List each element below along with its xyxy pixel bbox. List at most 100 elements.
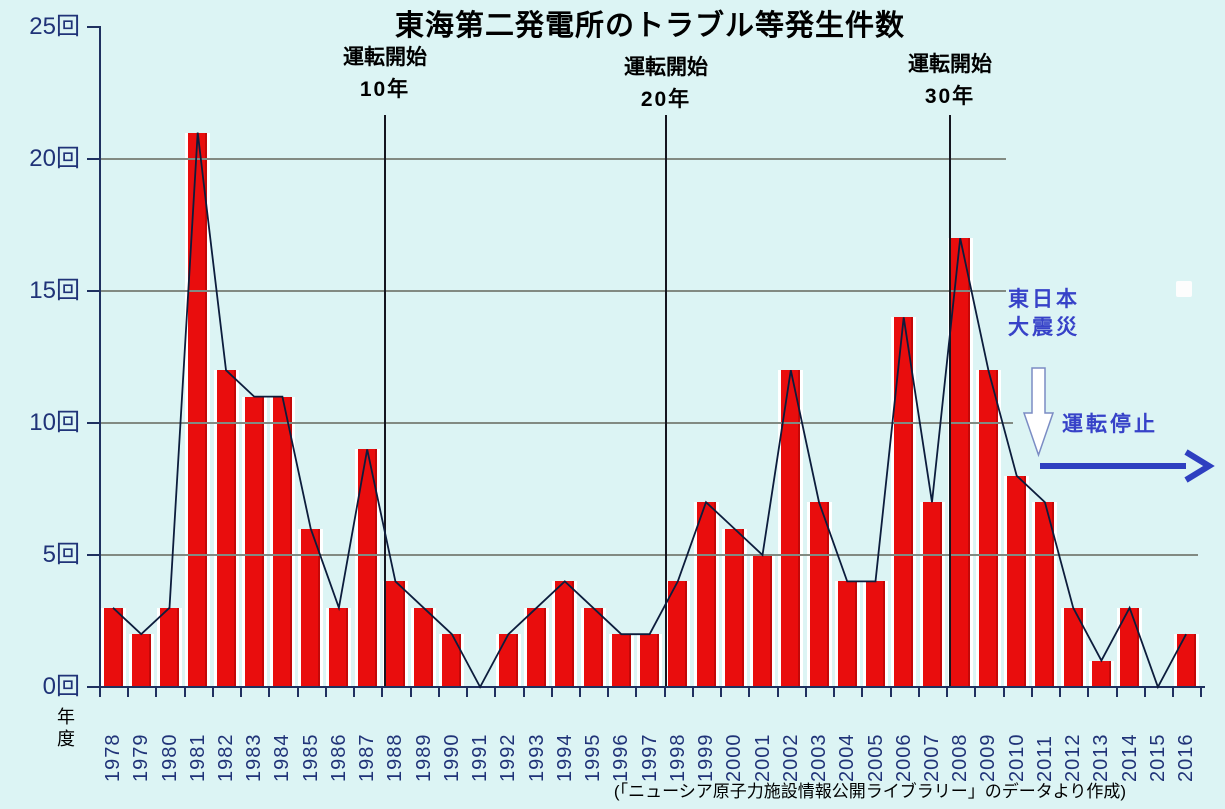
bar-1985 [298,528,324,687]
y-tick-20 [87,158,99,160]
bar-1998 [665,581,691,687]
bar-1979 [128,634,154,687]
y-tick-15 [87,290,99,292]
shutdown-right-arrow-head [1184,449,1215,483]
gridline-5 [101,554,1198,556]
x-tick-26 [833,688,836,697]
x-tick-2 [155,688,158,697]
x-tick-4 [211,688,214,697]
year-label-2002: 2002 [779,733,802,783]
bar-1993 [524,607,550,687]
gridline-15 [101,290,1006,292]
earthquake-label-line2: 大震災 [1008,316,1080,339]
year-label-2000: 2000 [723,733,746,783]
y-tick-5 [87,554,99,556]
x-tick-18 [607,688,610,697]
x-tick-8 [324,688,327,697]
x-axis-title: 年度 [57,707,75,749]
start-mark-10y-line2: 10年 [359,78,411,101]
year-label-1991: 1991 [469,733,492,783]
year-label-2007: 2007 [921,733,943,783]
year-label-1994: 1994 [553,733,576,783]
year-label-2012: 2012 [1062,733,1085,783]
bar-1994 [552,581,578,687]
x-tick-12 [437,688,440,697]
y-tick-label-0: 0回 [42,673,80,700]
x-tick-35 [1087,688,1090,697]
x-tick-5 [240,688,243,697]
year-label-2016: 2016 [1175,733,1198,783]
bar-2014 [1117,607,1143,687]
year-label-1983: 1983 [243,733,266,783]
x-tick-14 [494,688,497,697]
year-label-1989: 1989 [412,733,435,783]
year-label-1990: 1990 [440,733,463,783]
year-label-1982: 1982 [215,733,237,783]
bar-1983 [241,396,267,687]
year-label-2014: 2014 [1118,733,1141,783]
y-tick-label-15: 15回 [29,277,80,304]
x-tick-1 [127,688,130,697]
y-tick-0 [87,686,99,688]
x-axis-line [97,686,1205,688]
y-tick-label-10: 10回 [29,409,80,436]
year-label-2003: 2003 [808,733,830,783]
bar-1989 [411,607,437,687]
year-label-1988: 1988 [384,733,407,783]
year-label-1999: 1999 [695,733,717,783]
y-tick-10 [87,422,99,424]
start-mark-30y: 運転開始 30年 [860,49,1040,113]
bar-1982 [213,370,239,687]
x-tick-34 [1059,688,1061,697]
year-label-1986: 1986 [327,733,350,783]
y-tick-label-25: 25回 [29,13,80,40]
earthquake-label: 東日本 大震災 [1008,286,1080,342]
bar-2000 [721,528,747,687]
year-label-2009: 2009 [977,733,1000,783]
start-line-20y [665,115,667,688]
chart-title: 東海第二発電所のトラブル等発生件数 [394,10,905,42]
start-line-10y [384,115,386,688]
x-tick-29 [917,688,920,697]
bar-2007 [919,502,945,687]
year-label-2011: 2011 [1033,734,1056,782]
earthquake-label-line1: 東日本 [1008,288,1080,311]
bar-1996 [608,634,634,687]
year-label-2001: 2001 [751,733,774,783]
x-tick-3 [183,688,186,697]
start-mark-20y: 運転開始 20年 [576,52,756,116]
start-mark-20y-line2: 20年 [640,88,692,111]
x-tick-21 [691,688,694,697]
source-note: (「ニューシア原子力施設情報公開ライブラリー」のデータより作成) [613,782,1127,801]
bar-1987 [354,449,380,687]
year-label-1992: 1992 [497,733,520,783]
bar-2004 [834,581,860,687]
x-tick-25 [804,688,807,697]
start-mark-10y-line1: 運転開始 [343,46,427,69]
x-tick-0 [98,688,101,697]
x-tick-39 [1200,688,1203,697]
x-tick-23 [748,688,751,697]
bar-1980 [157,607,182,687]
bar-2009 [975,370,1001,687]
year-label-1985: 1985 [299,733,322,783]
bar-1992 [495,634,521,687]
year-label-2015: 2015 [1146,733,1169,783]
bar-1984 [269,396,295,687]
year-label-1980: 1980 [158,733,181,783]
year-label-1987: 1987 [356,733,379,783]
x-tick-22 [720,688,723,697]
bar-2002 [778,370,804,687]
year-label-1981: 1981 [186,733,209,783]
year-label-1998: 1998 [666,733,689,783]
earthquake-down-arrow-icon [1022,367,1055,458]
bar-1988 [382,581,408,687]
start-mark-30y-line1: 運転開始 [908,53,992,76]
bar-2006 [891,317,917,687]
y-tick-label-20: 20回 [29,145,80,172]
y-tick-label-5: 5回 [42,541,80,568]
x-tick-10 [381,688,384,697]
x-tick-13 [466,688,468,697]
bar-2012 [1060,607,1086,687]
x-tick-37 [1143,688,1146,697]
